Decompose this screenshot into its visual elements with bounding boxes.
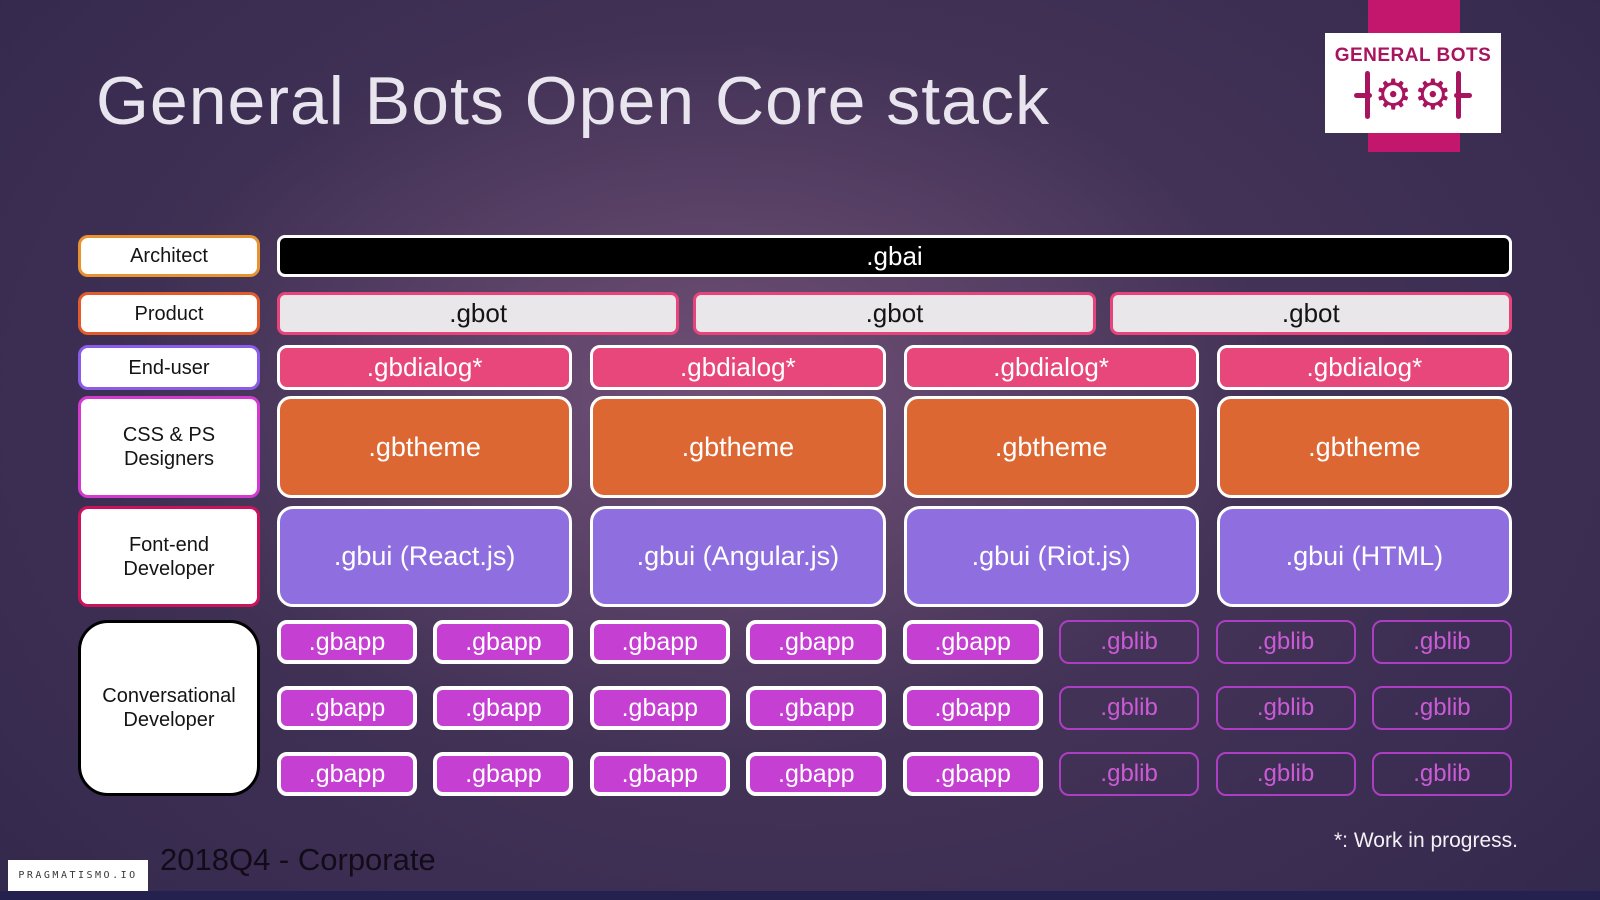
stack-row-architect: Architect .gbai	[78, 235, 1512, 277]
gbapp-box: .gbapp	[589, 686, 730, 730]
gbdialog-box: .gbdialog*	[1216, 345, 1512, 390]
row-content-apps: .gbapp .gbapp .gbapp .gbapp .gbapp .gbli…	[277, 620, 1512, 796]
role-label-designers: CSS & PS Designers	[78, 396, 260, 498]
logo-gears: ⚙ ⚙	[1354, 69, 1472, 121]
gblib-box: .gblib	[1215, 620, 1356, 664]
gbapp-box: .gbapp	[902, 686, 1043, 730]
gbot-box: .gbot	[693, 292, 1096, 335]
work-in-progress-note: *: Work in progress.	[1333, 829, 1518, 852]
gbtheme-box: .gbtheme	[1216, 396, 1512, 498]
bottom-bar	[0, 891, 1600, 900]
stack-row-frontend: Font-end Developer .gbui (React.js) .gbu…	[78, 506, 1512, 607]
gblib-box: .gblib	[1059, 686, 1200, 730]
role-label-text: End-user	[128, 356, 210, 379]
gblib-box: .gblib	[1215, 686, 1356, 730]
gblib-box: .gblib	[1371, 686, 1512, 730]
role-label-text: Font-end Developer	[123, 533, 215, 580]
apps-row-2: .gbapp .gbapp .gbapp .gbapp .gbapp .gbli…	[277, 686, 1512, 730]
gbapp-box: .gbapp	[433, 752, 574, 796]
role-label-enduser: End-user	[78, 345, 260, 390]
gbtheme-box: .gbtheme	[903, 396, 1199, 498]
role-label-frontend: Font-end Developer	[78, 506, 260, 607]
gbdialog-box: .gbdialog*	[903, 345, 1199, 390]
gbot-box: .gbot	[277, 292, 680, 335]
gbai-box: .gbai	[277, 235, 1512, 277]
row-content-gbdialog: .gbdialog* .gbdialog* .gbdialog* .gbdial…	[277, 345, 1512, 390]
vendor-logo-text: PRAGMATISMO.IO	[18, 870, 138, 881]
logo-brand-text: GENERAL BOTS	[1334, 45, 1492, 66]
role-label-product: Product	[78, 292, 260, 335]
apps-row-1: .gbapp .gbapp .gbapp .gbapp .gbapp .gbli…	[277, 620, 1512, 664]
bracket-right-icon	[1453, 71, 1472, 119]
gbapp-box: .gbapp	[589, 752, 730, 796]
gbapp-box: .gbapp	[433, 686, 574, 730]
gbapp-box: .gbapp	[902, 620, 1043, 664]
gbapp-box: .gbapp	[433, 620, 574, 664]
stack-row-designers: CSS & PS Designers .gbtheme .gbtheme .gb…	[78, 396, 1512, 498]
role-label-text: Architect	[130, 245, 208, 267]
gbapp-box: .gbapp	[277, 686, 417, 730]
gblib-box: .gblib	[1059, 620, 1200, 664]
gblib-box: .gblib	[1059, 752, 1200, 796]
gbapp-box: .gbapp	[277, 620, 417, 664]
stack-row-conversational: Conversational Developer .gbapp .gbapp .…	[78, 620, 1512, 796]
footer-caption: 2018Q4 - Corporate	[160, 842, 436, 877]
gbapp-box: .gbapp	[746, 686, 887, 730]
apps-row-3: .gbapp .gbapp .gbapp .gbapp .gbapp .gbli…	[277, 752, 1512, 796]
role-label-text: Product	[134, 302, 204, 325]
stack-row-enduser: End-user .gbdialog* .gbdialog* .gbdialog…	[78, 345, 1512, 390]
stack-row-product: Product .gbot .gbot .gbot	[78, 292, 1512, 335]
row-content-gbui: .gbui (React.js) .gbui (Angular.js) .gbu…	[277, 506, 1512, 607]
gbui-box: .gbui (React.js)	[277, 506, 573, 607]
gbui-box: .gbui (HTML)	[1216, 506, 1512, 607]
role-label-conversational: Conversational Developer	[78, 620, 260, 796]
gear-icon: ⚙	[1374, 70, 1412, 119]
gbapp-box: .gbapp	[746, 620, 887, 664]
row-content-gbot: .gbot .gbot .gbot	[277, 292, 1512, 335]
gblib-box: .gblib	[1371, 620, 1512, 664]
bracket-left-icon	[1354, 71, 1373, 119]
gbtheme-box: .gbtheme	[590, 396, 886, 498]
gblib-box: .gblib	[1371, 752, 1512, 796]
gblib-box: .gblib	[1215, 752, 1356, 796]
gbdialog-box: .gbdialog*	[590, 345, 886, 390]
gbdialog-box: .gbdialog*	[277, 345, 573, 390]
row-content-gbtheme: .gbtheme .gbtheme .gbtheme .gbtheme	[277, 396, 1512, 498]
role-label-text: Conversational Developer	[102, 685, 236, 731]
role-label-architect: Architect	[78, 235, 260, 277]
gbui-box: .gbui (Angular.js)	[590, 506, 886, 607]
row-content-gbai: .gbai	[277, 235, 1512, 277]
gbapp-box: .gbapp	[277, 752, 417, 796]
gbtheme-box: .gbtheme	[277, 396, 573, 498]
page-title: General Bots Open Core stack	[96, 63, 1051, 139]
gbapp-box: .gbapp	[902, 752, 1043, 796]
general-bots-logo: GENERAL BOTS ⚙ ⚙	[1325, 33, 1501, 133]
role-label-text: CSS & PS Designers	[122, 424, 216, 470]
gbapp-box: .gbapp	[746, 752, 887, 796]
gbot-box: .gbot	[1109, 292, 1512, 335]
gear-icon: ⚙	[1414, 70, 1452, 119]
gbui-box: .gbui (Riot.js)	[903, 506, 1199, 607]
gbapp-box: .gbapp	[589, 620, 730, 664]
vendor-logo: PRAGMATISMO.IO	[8, 860, 148, 891]
